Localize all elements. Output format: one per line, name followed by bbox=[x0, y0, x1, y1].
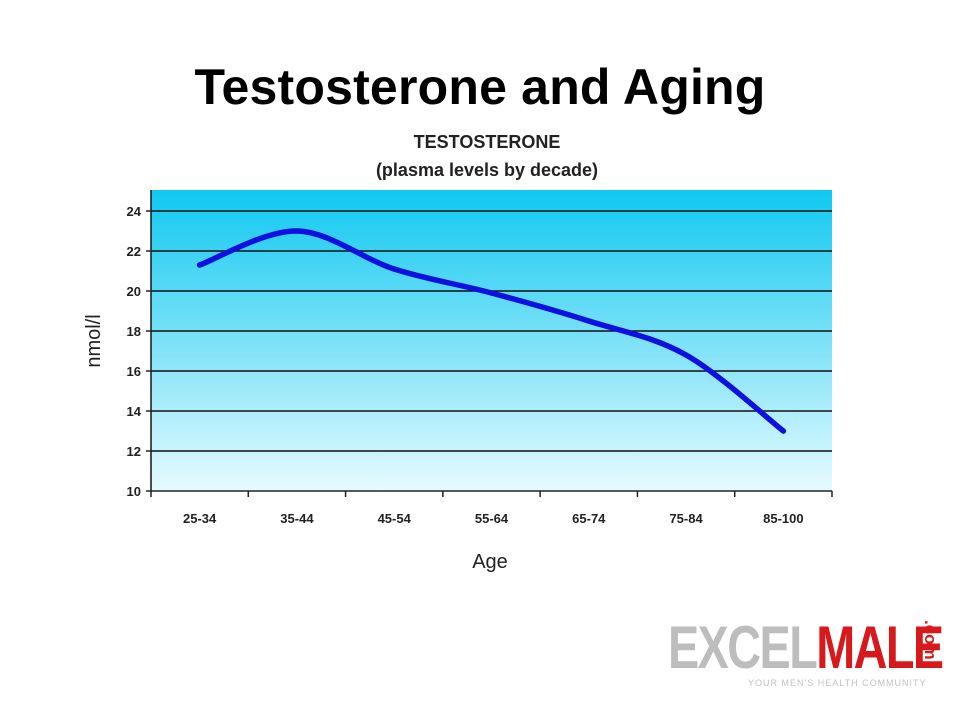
x-tick-65-74: 65-74 bbox=[572, 511, 606, 526]
y-tick-24: 24 bbox=[127, 204, 142, 219]
y-axis-title: nmol/l bbox=[83, 314, 105, 367]
x-tick-75-84: 75-84 bbox=[669, 511, 703, 526]
axes bbox=[146, 190, 833, 497]
x-tick-85-100: 85-100 bbox=[763, 511, 803, 526]
logo-tagline: YOUR MEN'S HEALTH COMMUNITY bbox=[748, 678, 927, 688]
chart-title: TESTOSTERONE bbox=[414, 132, 561, 152]
logo-male-text: MALE bbox=[816, 614, 944, 681]
y-tick-labels: 10 12 14 16 18 20 22 24 bbox=[127, 204, 142, 499]
series-layer bbox=[196, 228, 787, 434]
y-tick-18: 18 bbox=[127, 324, 141, 339]
y-tick-10: 10 bbox=[127, 484, 141, 499]
x-tick-labels: 25-34 35-44 45-54 55-64 65-74 75-84 85-100 bbox=[183, 511, 804, 526]
x-tick-55-64: 55-64 bbox=[475, 511, 509, 526]
x-tick-45-54: 45-54 bbox=[378, 511, 412, 526]
plot-area bbox=[151, 190, 832, 491]
logo-excel-text: EXCEL bbox=[668, 614, 818, 681]
chart-subtitle: (plasma levels by decade) bbox=[376, 160, 598, 180]
data-point-65-74 bbox=[586, 318, 592, 324]
y-tick-12: 12 bbox=[127, 444, 141, 459]
logo-com-text: .com bbox=[921, 620, 940, 660]
data-point-55-64 bbox=[488, 290, 495, 296]
y-tick-16: 16 bbox=[127, 364, 141, 379]
data-point-25-34 bbox=[197, 262, 203, 268]
grid-lines bbox=[151, 210, 832, 452]
y-tick-20: 20 bbox=[127, 284, 141, 299]
data-point-85-100 bbox=[780, 428, 786, 434]
y-tick-22: 22 bbox=[127, 244, 141, 259]
slide-title: Testosterone and Aging bbox=[194, 59, 766, 115]
data-point-75-84 bbox=[683, 352, 689, 358]
x-axis-title: Age bbox=[472, 551, 508, 573]
data-point-45-54 bbox=[391, 266, 397, 272]
x-tick-25-34: 25-34 bbox=[183, 511, 217, 526]
excelmale-logo: EXCELMALE .com YOUR MEN'S HEALTH COMMUNI… bbox=[668, 618, 944, 696]
data-point-35-44 bbox=[294, 228, 300, 234]
y-tick-14: 14 bbox=[127, 404, 142, 419]
x-tick-35-44: 35-44 bbox=[280, 511, 314, 526]
logo-wordmark: EXCELMALE bbox=[668, 618, 944, 678]
